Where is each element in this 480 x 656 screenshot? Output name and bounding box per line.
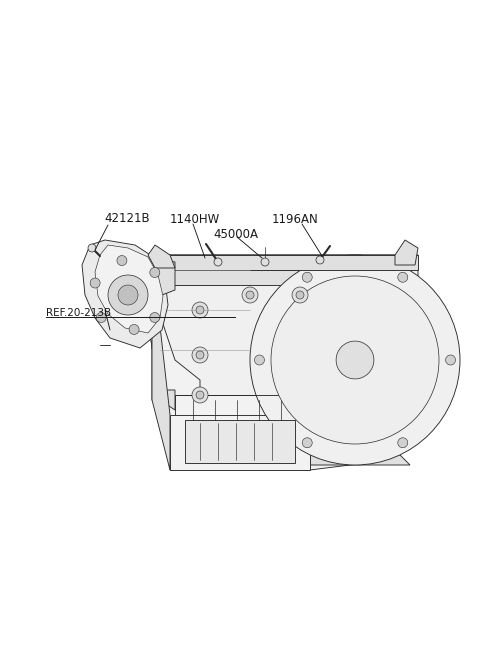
Polygon shape: [95, 245, 163, 333]
Circle shape: [242, 287, 258, 303]
Circle shape: [150, 268, 160, 277]
Polygon shape: [150, 260, 175, 410]
Circle shape: [336, 341, 374, 379]
Circle shape: [192, 347, 208, 363]
Circle shape: [192, 302, 208, 318]
Text: REF.20-213B: REF.20-213B: [46, 308, 111, 318]
Circle shape: [129, 325, 139, 335]
Circle shape: [108, 275, 148, 315]
Circle shape: [250, 255, 460, 465]
Circle shape: [254, 355, 264, 365]
Text: 45000A: 45000A: [213, 228, 258, 241]
Circle shape: [196, 351, 204, 359]
Polygon shape: [140, 270, 375, 285]
Circle shape: [316, 256, 324, 264]
Circle shape: [196, 306, 204, 314]
Circle shape: [271, 276, 439, 444]
Polygon shape: [152, 255, 418, 270]
Polygon shape: [152, 255, 170, 470]
Circle shape: [302, 438, 312, 448]
Circle shape: [398, 272, 408, 282]
Polygon shape: [140, 270, 410, 465]
Polygon shape: [82, 240, 168, 348]
Circle shape: [214, 258, 222, 266]
Polygon shape: [185, 420, 295, 463]
Circle shape: [296, 291, 304, 299]
Circle shape: [398, 438, 408, 448]
Text: 42121B: 42121B: [104, 212, 150, 225]
Polygon shape: [150, 260, 175, 295]
Polygon shape: [148, 245, 175, 268]
Circle shape: [261, 258, 269, 266]
Text: 1196AN: 1196AN: [272, 213, 319, 226]
Polygon shape: [175, 395, 310, 465]
Circle shape: [117, 256, 127, 266]
Circle shape: [150, 312, 160, 323]
Polygon shape: [152, 255, 418, 470]
Circle shape: [445, 355, 456, 365]
Polygon shape: [170, 415, 310, 470]
Polygon shape: [165, 430, 410, 465]
Circle shape: [88, 244, 96, 252]
Circle shape: [90, 278, 100, 288]
Circle shape: [96, 312, 106, 323]
Polygon shape: [395, 240, 418, 265]
Circle shape: [192, 387, 208, 403]
Circle shape: [196, 391, 204, 399]
Circle shape: [118, 285, 138, 305]
Text: 1140HW: 1140HW: [170, 213, 220, 226]
Circle shape: [246, 291, 254, 299]
Circle shape: [302, 272, 312, 282]
Circle shape: [292, 287, 308, 303]
Polygon shape: [140, 270, 200, 465]
Polygon shape: [150, 255, 415, 410]
